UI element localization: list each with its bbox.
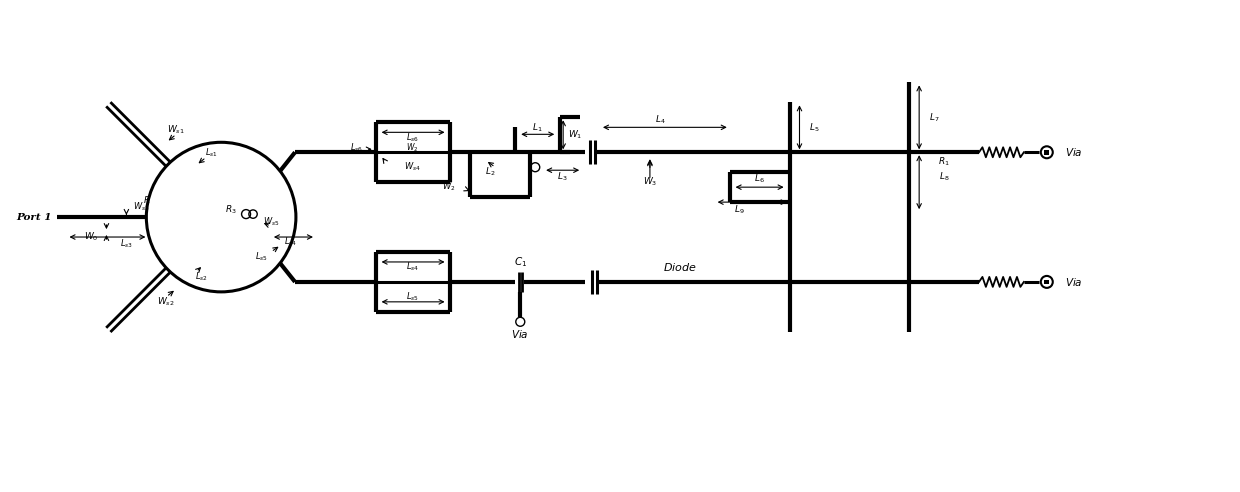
Text: $W_0$: $W_0$ <box>84 231 99 243</box>
Text: $W_{s5}$: $W_{s5}$ <box>263 216 279 228</box>
Text: $W_2$: $W_2$ <box>441 181 455 193</box>
Text: $Diode$: $Diode$ <box>663 261 697 273</box>
Text: $L_{s6}$: $L_{s6}$ <box>350 141 363 154</box>
Text: $Via$: $Via$ <box>1065 276 1083 288</box>
Bar <box>1044 150 1049 154</box>
Text: $L_{s2}$: $L_{s2}$ <box>195 271 207 283</box>
Text: $W_3$: $W_3$ <box>642 176 657 188</box>
Text: $L_9$: $L_9$ <box>734 204 745 216</box>
Text: Port 1: Port 1 <box>16 213 52 221</box>
Text: $L_{s3}$: $L_{s3}$ <box>120 238 133 250</box>
Text: $L_{s5}$: $L_{s5}$ <box>407 291 419 303</box>
Text: $W_{s3}$: $W_{s3}$ <box>133 201 150 214</box>
Text: $W_{s1}$: $W_{s1}$ <box>167 123 185 136</box>
Text: $L_6$: $L_6$ <box>754 173 765 185</box>
Text: $L_1$: $L_1$ <box>532 121 543 134</box>
Text: $C_1$: $C_1$ <box>513 255 527 269</box>
Text: $W_1$: $W_1$ <box>568 128 583 141</box>
Text: $R_3$: $R_3$ <box>226 204 237 216</box>
Text: $L_4$: $L_4$ <box>655 113 665 125</box>
Text: $Via$: $Via$ <box>1065 146 1083 158</box>
Text: $L_7$: $L_7$ <box>929 111 940 123</box>
Text: $L_{s4}$: $L_{s4}$ <box>284 236 298 248</box>
Text: $L_{s4}$: $L_{s4}$ <box>405 261 419 273</box>
Text: $L_{s6}$: $L_{s6}$ <box>405 131 419 144</box>
Text: $L_{s1}$: $L_{s1}$ <box>205 146 217 158</box>
Text: $L_2$: $L_2$ <box>485 166 496 179</box>
Text: $R_1$: $R_1$ <box>939 156 950 168</box>
Text: $W_{s2}$: $W_{s2}$ <box>157 296 175 308</box>
Text: $W_2$: $W_2$ <box>407 141 419 154</box>
Text: $L_8$: $L_8$ <box>939 171 950 184</box>
Bar <box>1044 279 1049 284</box>
Text: $L_3$: $L_3$ <box>558 171 568 184</box>
Text: $W_{s4}$: $W_{s4}$ <box>404 161 420 174</box>
Text: $R$: $R$ <box>143 194 150 205</box>
Text: $Via$: $Via$ <box>511 328 529 340</box>
Text: $L_5$: $L_5$ <box>810 121 820 134</box>
Text: $L_{s5}$: $L_{s5}$ <box>254 251 268 263</box>
